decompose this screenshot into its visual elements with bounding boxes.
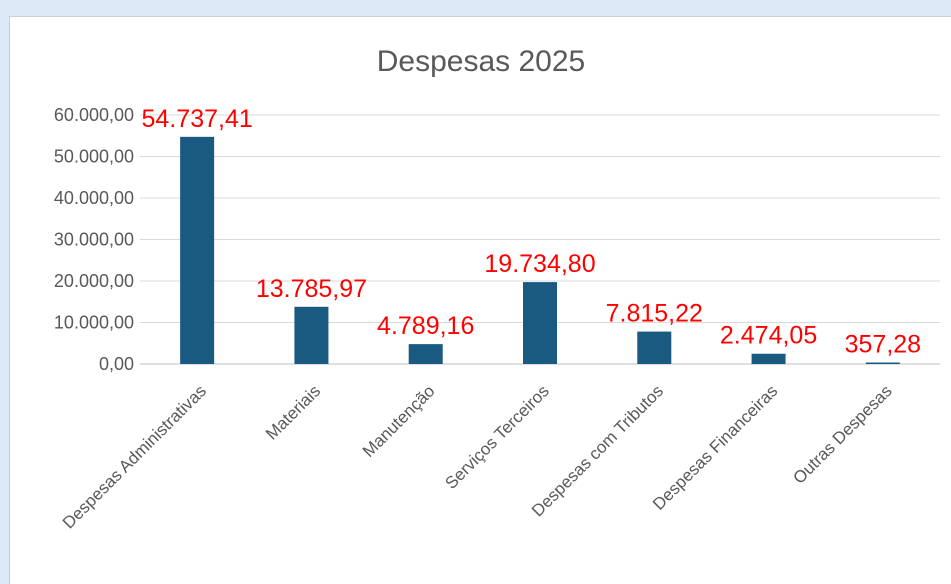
y-tick-label: 0,00 [99, 354, 134, 374]
data-label: 357,28 [845, 331, 921, 359]
bar [294, 306, 329, 364]
category-label: Manutenção [359, 381, 439, 461]
y-tick-label: 30.000,00 [54, 230, 134, 250]
y-tick-label: 50.000,00 [54, 147, 134, 167]
chart-card: Despesas 2025 0,00 10.000,00 20.000,00 30.0… [9, 16, 951, 584]
category-label: Outras Despesas [789, 381, 895, 487]
bar [751, 353, 786, 364]
bar [180, 136, 215, 364]
y-tick-label: 60.000,00 [54, 105, 134, 125]
category-label: Despesas Financeiras [649, 381, 781, 513]
bar [523, 282, 557, 364]
data-label: 13.785,97 [256, 275, 367, 303]
category-label: Despesas Administrativas [59, 381, 210, 532]
data-label: 4.789,16 [377, 312, 474, 340]
y-tick-label: 40.000,00 [54, 188, 134, 208]
bar [865, 362, 900, 364]
chart-title: Despesas 2025 [376, 45, 586, 78]
category-label: Despesas com Tributos [528, 381, 667, 520]
y-tick-label: 20.000,00 [54, 271, 134, 291]
bar [637, 331, 672, 364]
y-tick-label: 10.000,00 [54, 313, 134, 333]
category-label: Materiais [262, 381, 324, 443]
category-label: Serviços Terceiros [441, 381, 552, 492]
bar [408, 344, 443, 364]
data-label: 19.734,80 [484, 250, 595, 278]
data-label: 2.474,05 [720, 322, 817, 350]
data-label: 54.737,41 [142, 105, 253, 133]
data-label: 7.815,22 [606, 300, 703, 328]
bar-chart: 0,00 10.000,00 20.000,00 30.000,00 40.000,00… [54, 105, 940, 532]
